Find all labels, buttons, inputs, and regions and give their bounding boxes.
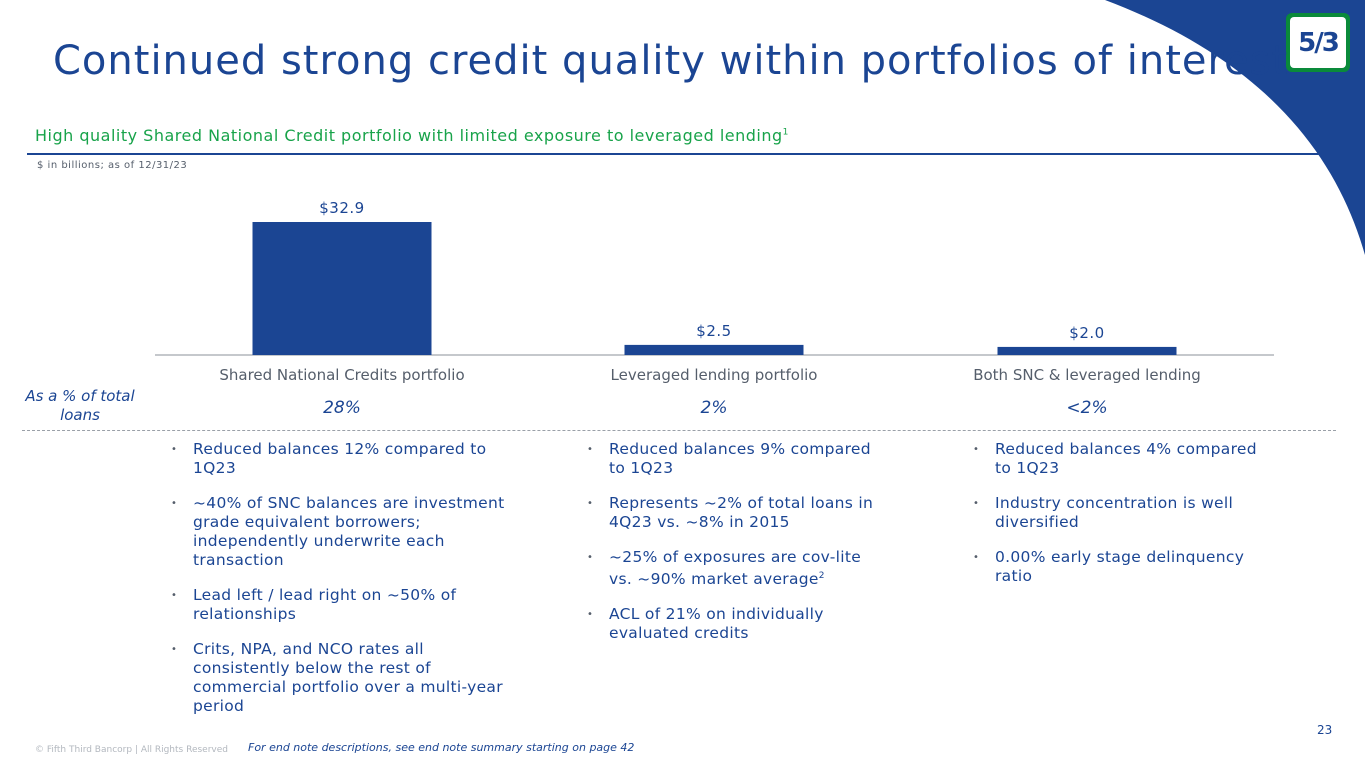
endnote-reference: For end note descriptions, see end note … <box>248 741 635 754</box>
pct-value-both: <2% <box>1066 398 1108 418</box>
page-title: Continued strong credit quality within p… <box>53 38 1289 84</box>
bullet-item: Lead left / lead right on ~50% of relati… <box>171 586 516 624</box>
category-label: Shared National Credits portfolio <box>219 366 464 384</box>
copyright-notice: © Fifth Third Bancorp | All Rights Reser… <box>35 745 228 755</box>
bullet-list-both: Reduced balances 4% compared to 1Q23 Indu… <box>973 440 1273 602</box>
units-note: $ in billions; as of 12/31/23 <box>37 160 188 171</box>
subtitle-footnote-marker: 1 <box>782 127 789 138</box>
bullet-text: 0.00% early stage delinquency ratio <box>995 548 1245 585</box>
bullet-list-leveraged: Reduced balances 9% compared to 1Q23 Repr… <box>587 440 877 659</box>
bullet-item: ACL of 21% on individually evaluated cre… <box>587 605 877 643</box>
pct-value-snc: 28% <box>323 398 361 418</box>
logo-mark: 5/3 <box>1290 17 1346 68</box>
dashed-divider <box>22 430 1336 431</box>
bar-2 <box>997 346 1177 355</box>
bullet-text: Crits, NPA, and NCO rates all consistent… <box>193 640 503 715</box>
bullet-text: ~40% of SNC balances are investment grad… <box>193 494 505 569</box>
bullet-text: Industry concentration is well diversifi… <box>995 494 1234 531</box>
bullet-item: Represents ~2% of total loans in 4Q23 vs… <box>587 494 877 532</box>
page-number: 23 <box>1317 723 1333 737</box>
bar-1 <box>624 344 804 355</box>
bullet-text: Reduced balances 4% compared to 1Q23 <box>995 440 1257 477</box>
bullet-text: Represents ~2% of total loans in 4Q23 vs… <box>609 494 874 531</box>
bar-0 <box>252 222 432 355</box>
category-label: Leveraged lending portfolio <box>611 366 818 384</box>
footnote-marker: 2 <box>818 571 825 581</box>
bullet-item: Crits, NPA, and NCO rates all consistent… <box>171 640 516 716</box>
section-subtitle: High quality Shared National Credit port… <box>35 126 789 145</box>
bar-value-label: $2.0 <box>1069 324 1104 342</box>
fifth-third-logo: 5/3 <box>1286 13 1350 72</box>
bar-chart: $32.9 Shared National Credits portfolio $2… <box>155 199 1274 384</box>
pct-value-leveraged: 2% <box>700 398 728 418</box>
bullet-text: ACL of 21% on individually evaluated cre… <box>609 605 824 643</box>
bullet-item: Reduced balances 12% compared to 1Q23 <box>171 440 516 478</box>
bar-value-label: $2.5 <box>696 322 731 340</box>
category-label: Both SNC & leveraged lending <box>973 366 1201 384</box>
subtitle-text: High quality Shared National Credit port… <box>35 126 783 145</box>
bullet-list-snc: Reduced balances 12% compared to 1Q23 ~40… <box>171 440 516 732</box>
subtitle-divider <box>27 153 1319 155</box>
bullet-item: Industry concentration is well diversifi… <box>973 494 1273 532</box>
bullet-text: Reduced balances 12% compared to 1Q23 <box>193 440 487 477</box>
bullet-text: Lead left / lead right on ~50% of relati… <box>193 586 457 623</box>
bullet-item: ~40% of SNC balances are investment grad… <box>171 494 516 570</box>
bullet-text: ~25% of exposures are cov-lite vs. ~90% … <box>609 548 862 589</box>
bullet-item: 0.00% early stage delinquency ratio <box>973 548 1273 586</box>
pct-row-caption: As a % of total loans <box>25 387 135 424</box>
bullet-item: Reduced balances 4% compared to 1Q23 <box>973 440 1273 478</box>
bar-value-label: $32.9 <box>319 199 364 217</box>
bullet-item: ~25% of exposures are cov-lite vs. ~90% … <box>587 548 877 589</box>
bullet-text: Reduced balances 9% compared to 1Q23 <box>609 440 871 477</box>
bullet-item: Reduced balances 9% compared to 1Q23 <box>587 440 877 478</box>
